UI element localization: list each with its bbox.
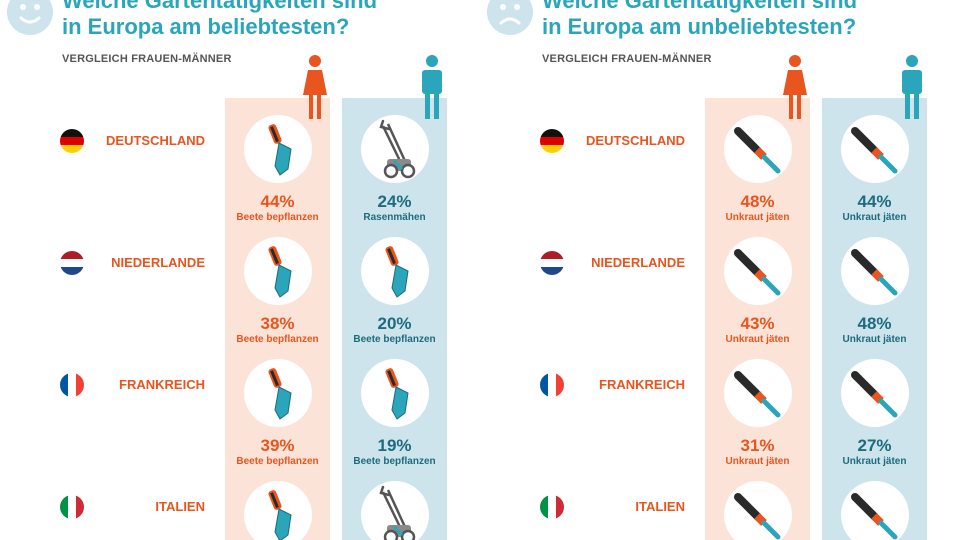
women-cell: 44% Beete bepflanzen bbox=[225, 115, 330, 224]
country-name: NIEDERLANDE bbox=[111, 255, 205, 270]
weeder-icon bbox=[840, 115, 909, 183]
chart-title: Welche Gartentätigkeiten sind in Europa a… bbox=[62, 0, 377, 40]
italy-flag-icon bbox=[540, 495, 564, 519]
percentage-label: 48% bbox=[857, 314, 892, 333]
italy-flag-icon bbox=[60, 495, 84, 519]
chart-title-line-1: Welche Gartentätigkeiten sind bbox=[542, 0, 858, 13]
men-cell: 20% Beete bepflanzen bbox=[342, 237, 447, 346]
weeder-icon bbox=[723, 237, 792, 305]
percentage-label: 43% bbox=[740, 314, 775, 333]
chart-title-line-1: Welche Gartentätigkeiten sind bbox=[62, 0, 378, 13]
percentage-label: 38% bbox=[260, 314, 295, 333]
activity-label: Unkraut jäten bbox=[725, 212, 790, 223]
germany-flag-icon bbox=[60, 129, 84, 153]
sad-face-icon bbox=[486, 0, 534, 41]
chart-subtitle: VERGLEICH FRAUEN-MÄNNER bbox=[62, 53, 232, 65]
trowel-icon bbox=[243, 115, 312, 183]
country-italien: ITALIEN bbox=[60, 495, 220, 519]
percentage-label: 39% bbox=[260, 436, 295, 455]
country-name: DEUTSCHLAND bbox=[586, 133, 685, 148]
women-cell: 39% Beete bepflanzen bbox=[225, 359, 330, 468]
men-cell bbox=[822, 481, 927, 540]
trowel-icon bbox=[360, 359, 429, 427]
lawnmower-icon bbox=[360, 481, 429, 540]
chart-title: Welche Gartentätigkeiten sind in Europa a… bbox=[542, 0, 857, 40]
activity-label: Beete bepflanzen bbox=[353, 456, 436, 467]
germany-flag-icon bbox=[540, 129, 564, 153]
activity-label: Unkraut jäten bbox=[725, 334, 790, 345]
weeder-icon bbox=[840, 481, 909, 540]
men-cell bbox=[342, 481, 447, 540]
weeder-icon bbox=[723, 115, 792, 183]
women-cell: 31% Unkraut jäten bbox=[705, 359, 810, 468]
man-icon bbox=[899, 55, 925, 126]
men-cell: 48% Unkraut jäten bbox=[822, 237, 927, 346]
women-cell bbox=[705, 481, 810, 540]
chart-title-line-2: in Europa am unbeliebtesten? bbox=[542, 14, 857, 39]
country-niederlande: NIEDERLANDE bbox=[60, 251, 220, 275]
infographic-most-popular: Welche Gartentätigkeiten sind in Europa a… bbox=[6, 0, 447, 540]
percentage-label: 31% bbox=[740, 436, 775, 455]
woman-icon bbox=[782, 55, 808, 126]
activity-label: Unkraut jäten bbox=[842, 456, 907, 467]
country-frankreich: FRANKREICH bbox=[540, 373, 700, 397]
weeder-icon bbox=[723, 481, 792, 540]
country-italien: ITALIEN bbox=[540, 495, 700, 519]
trowel-icon bbox=[243, 237, 312, 305]
percentage-label: 24% bbox=[377, 192, 412, 211]
trowel-icon bbox=[243, 359, 312, 427]
infographic-least-popular: Welche Gartentätigkeiten sind in Europa a… bbox=[480, 0, 960, 540]
country-niederlande: NIEDERLANDE bbox=[540, 251, 700, 275]
lawnmower-icon bbox=[360, 115, 429, 183]
country-frankreich: FRANKREICH bbox=[60, 373, 220, 397]
country-name: FRANKREICH bbox=[119, 377, 205, 392]
country-deutschland: DEUTSCHLAND bbox=[540, 129, 700, 153]
activity-label: Beete bepflanzen bbox=[236, 456, 319, 467]
france-flag-icon bbox=[60, 373, 84, 397]
women-cell: 43% Unkraut jäten bbox=[705, 237, 810, 346]
women-cell: 48% Unkraut jäten bbox=[705, 115, 810, 224]
percentage-label: 19% bbox=[377, 436, 412, 455]
men-cell: 44% Unkraut jäten bbox=[822, 115, 927, 224]
country-deutschland: DEUTSCHLAND bbox=[60, 129, 220, 153]
women-cell bbox=[225, 481, 330, 540]
chart-title-line-2: in Europa am beliebtesten? bbox=[62, 14, 350, 39]
netherlands-flag-icon bbox=[60, 251, 84, 275]
percentage-label: 48% bbox=[740, 192, 775, 211]
men-cell: 24% Rasenmähen bbox=[342, 115, 447, 224]
men-cell: 27% Unkraut jäten bbox=[822, 359, 927, 468]
france-flag-icon bbox=[540, 373, 564, 397]
man-icon bbox=[419, 55, 445, 126]
percentage-label: 20% bbox=[377, 314, 412, 333]
percentage-label: 44% bbox=[260, 192, 295, 211]
weeder-icon bbox=[840, 359, 909, 427]
happy-face-icon bbox=[6, 0, 54, 41]
activity-label: Beete bepflanzen bbox=[236, 212, 319, 223]
country-name: FRANKREICH bbox=[599, 377, 685, 392]
trowel-icon bbox=[243, 481, 312, 540]
percentage-label: 44% bbox=[857, 192, 892, 211]
weeder-icon bbox=[723, 359, 792, 427]
woman-icon bbox=[302, 55, 328, 126]
activity-label: Beete bepflanzen bbox=[236, 334, 319, 345]
percentage-label: 27% bbox=[857, 436, 892, 455]
trowel-icon bbox=[360, 237, 429, 305]
men-cell: 19% Beete bepflanzen bbox=[342, 359, 447, 468]
activity-label: Unkraut jäten bbox=[842, 334, 907, 345]
country-name: NIEDERLANDE bbox=[591, 255, 685, 270]
country-name: ITALIEN bbox=[155, 499, 205, 514]
country-name: DEUTSCHLAND bbox=[106, 133, 205, 148]
netherlands-flag-icon bbox=[540, 251, 564, 275]
activity-label: Unkraut jäten bbox=[842, 212, 907, 223]
country-name: ITALIEN bbox=[635, 499, 685, 514]
activity-label: Unkraut jäten bbox=[725, 456, 790, 467]
weeder-icon bbox=[840, 237, 909, 305]
women-cell: 38% Beete bepflanzen bbox=[225, 237, 330, 346]
activity-label: Beete bepflanzen bbox=[353, 334, 436, 345]
chart-subtitle: VERGLEICH FRAUEN-MÄNNER bbox=[542, 53, 712, 65]
activity-label: Rasenmähen bbox=[363, 212, 426, 223]
